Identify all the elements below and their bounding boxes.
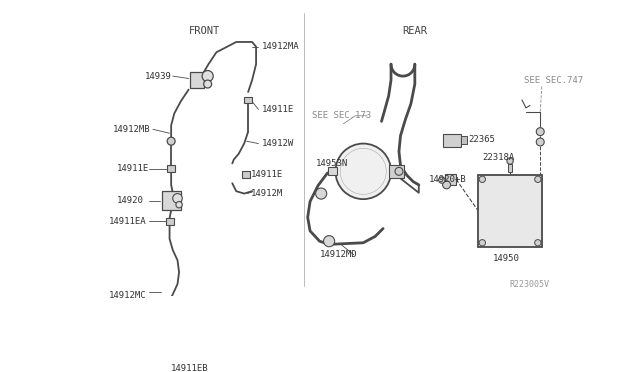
Text: SEE SEC.747: SEE SEC.747 <box>524 76 582 84</box>
Text: 14939: 14939 <box>145 71 172 81</box>
Bar <box>389 165 404 178</box>
Circle shape <box>316 188 327 199</box>
Text: 14920: 14920 <box>117 196 144 205</box>
Circle shape <box>536 128 544 136</box>
Bar <box>445 174 456 185</box>
Circle shape <box>173 193 182 203</box>
Bar <box>166 218 173 225</box>
Text: REAR: REAR <box>403 26 428 36</box>
Text: 22318A: 22318A <box>483 153 515 162</box>
Circle shape <box>202 71 213 82</box>
Text: 14950: 14950 <box>493 254 520 263</box>
Circle shape <box>176 202 182 208</box>
Circle shape <box>395 167 403 175</box>
Text: 14911E: 14911E <box>117 164 149 173</box>
Text: 14911EB: 14911EB <box>171 365 209 372</box>
Bar <box>244 97 252 103</box>
Text: 14912MB: 14912MB <box>113 125 151 134</box>
Circle shape <box>479 176 486 182</box>
Bar <box>167 165 175 172</box>
Bar <box>242 171 250 178</box>
Text: FRONT: FRONT <box>189 26 220 36</box>
Text: 14911EA: 14911EA <box>109 217 147 226</box>
Circle shape <box>534 176 541 182</box>
Text: 14912MA: 14912MA <box>262 42 300 51</box>
Text: 14912W: 14912W <box>262 139 294 148</box>
Bar <box>478 175 542 247</box>
Circle shape <box>438 177 445 183</box>
Circle shape <box>507 158 513 164</box>
Text: 14953N: 14953N <box>316 159 348 168</box>
Circle shape <box>324 235 335 247</box>
Bar <box>508 164 513 172</box>
Text: 14912MD: 14912MD <box>319 250 357 259</box>
Text: 14912MC: 14912MC <box>109 292 147 301</box>
Text: 22365: 22365 <box>469 135 495 144</box>
Text: 14911E: 14911E <box>262 105 294 114</box>
Bar <box>162 191 182 210</box>
Text: SEE SEC.173: SEE SEC.173 <box>312 111 371 120</box>
Circle shape <box>479 240 486 246</box>
Text: R223005V: R223005V <box>510 280 550 289</box>
Text: 14912M: 14912M <box>250 189 283 198</box>
Circle shape <box>335 144 391 199</box>
Text: 14920+B: 14920+B <box>429 175 467 184</box>
Bar <box>461 137 467 144</box>
Bar <box>190 72 205 88</box>
Circle shape <box>204 80 212 88</box>
Text: 14911E: 14911E <box>250 170 283 179</box>
Bar <box>444 134 461 147</box>
Circle shape <box>443 181 451 189</box>
Bar <box>328 167 337 175</box>
Circle shape <box>167 137 175 145</box>
Circle shape <box>534 240 541 246</box>
Circle shape <box>536 138 544 146</box>
Bar <box>162 356 170 362</box>
